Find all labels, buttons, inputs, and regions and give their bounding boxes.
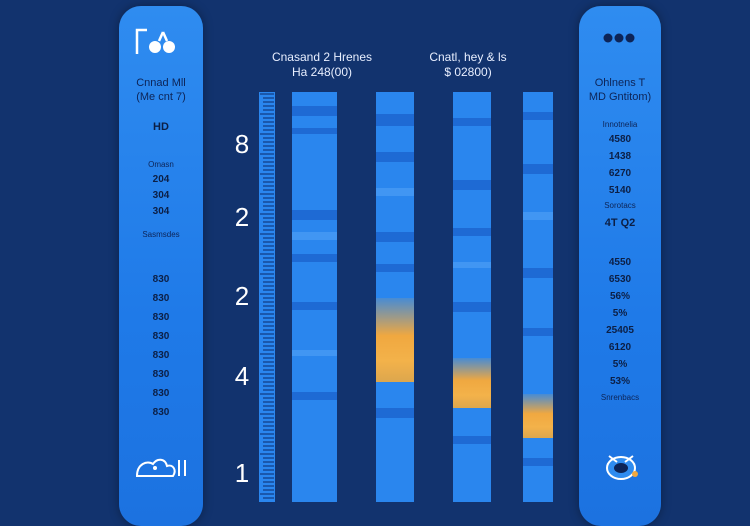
lane-band	[292, 350, 337, 356]
left-summary-panel: Cnnad Mll (Me cnt 7) HD Omasn 204 304 30…	[119, 6, 203, 526]
axis-label: 1	[234, 458, 250, 488]
lane-band	[453, 262, 491, 268]
left-group2-value: 830	[152, 331, 170, 342]
lane-band	[523, 458, 553, 466]
right-row: 6120	[608, 342, 632, 353]
lane-2	[376, 92, 414, 502]
chart-header-left-line2: Ha 248(00)	[291, 65, 353, 79]
chart-header-right: Cnatl, hey & ls $ 02800)	[418, 50, 518, 80]
right-row: 56%	[609, 291, 630, 302]
left-panel-title-2: (Me cnt 7)	[136, 91, 186, 103]
chart-header-left-line1: Cnasand 2 Hrenes	[271, 50, 373, 64]
lane-band	[292, 392, 337, 400]
lane-band	[292, 128, 337, 134]
right-row: 5140	[608, 185, 632, 196]
lane-band	[376, 264, 414, 272]
left-group2-value: 830	[152, 293, 170, 304]
left-group2-value: 830	[152, 369, 170, 380]
lane-band	[376, 408, 414, 418]
lane-band	[376, 232, 414, 242]
ruler-ticks	[260, 93, 274, 499]
right-summary-panel: Ohlnens T MD Gntitom) Innotnelia 4580 14…	[579, 6, 661, 526]
left-group2-value: 830	[152, 350, 170, 361]
right-row: 4580	[608, 134, 632, 145]
right-panel-title-1: Ohlnens T	[594, 77, 646, 89]
axis-label: 4	[234, 361, 250, 391]
lane-band	[292, 302, 337, 310]
axis-label: 2	[234, 202, 250, 232]
right-row: 25405	[606, 325, 634, 336]
left-group1-label: Omasn	[148, 160, 174, 169]
axis-label: 2	[234, 281, 250, 311]
right-row: 53%	[609, 376, 630, 387]
axis-label: 8	[234, 129, 250, 159]
lane-band	[523, 112, 553, 120]
right-row: Snrenbacs	[600, 393, 640, 402]
lane-3	[453, 92, 491, 502]
lane-band	[292, 232, 337, 240]
left-top-value: HD	[153, 121, 169, 133]
lane-band	[453, 118, 491, 126]
right-panel-title-2: MD Gntitom)	[588, 91, 652, 103]
left-group2-value: 830	[152, 388, 170, 399]
right-row: 5%	[612, 359, 628, 370]
chart-header-right-line1: Cnatl, hey & ls	[429, 50, 507, 64]
lane-band	[453, 180, 491, 190]
lane-band	[376, 114, 414, 126]
lane-hotspot	[376, 298, 414, 382]
lane-band	[453, 302, 491, 312]
left-mid-label: Sasmsdes	[142, 230, 180, 239]
globe-icon	[599, 448, 643, 482]
left-group2-value: 830	[152, 407, 170, 418]
lane-band	[292, 210, 337, 220]
creature-icon	[133, 454, 189, 480]
right-row: 4550	[608, 257, 632, 268]
dots-icon	[603, 32, 635, 44]
right-row: 1438	[608, 151, 632, 162]
right-row: 5%	[612, 308, 628, 319]
scale-ruler	[259, 92, 275, 502]
left-group2-value: 830	[152, 274, 170, 285]
flask-icon	[133, 24, 183, 58]
chart-header-right-line2: $ 02800)	[444, 65, 492, 79]
right-row: 6270	[608, 168, 632, 179]
lane-band	[523, 328, 553, 336]
lane-band	[453, 228, 491, 236]
lane-hotspot	[523, 394, 553, 438]
lane-band	[453, 436, 491, 444]
lane-hotspot	[453, 358, 491, 408]
right-row: Innotnelia	[602, 120, 638, 129]
left-group1-value: 304	[152, 206, 170, 217]
lane-band	[523, 212, 553, 220]
lane-4	[523, 92, 553, 502]
lane-band	[292, 254, 337, 262]
lane-band	[523, 268, 553, 278]
lane-1	[292, 92, 337, 502]
right-row: Sorotacs	[604, 201, 636, 210]
left-group1-value: 304	[152, 190, 170, 201]
left-panel-title-1: Cnnad Mll	[136, 77, 186, 89]
lane-band	[376, 152, 414, 162]
right-row: 6530	[608, 274, 632, 285]
lane-band	[376, 188, 414, 196]
right-row: 4T Q2	[604, 217, 636, 229]
lane-band	[292, 106, 337, 116]
lane-band	[523, 164, 553, 174]
chart-header-left: Cnasand 2 Hrenes Ha 248(00)	[262, 50, 382, 80]
left-group2-value: 830	[152, 312, 170, 323]
left-group1-value: 204	[152, 174, 170, 185]
